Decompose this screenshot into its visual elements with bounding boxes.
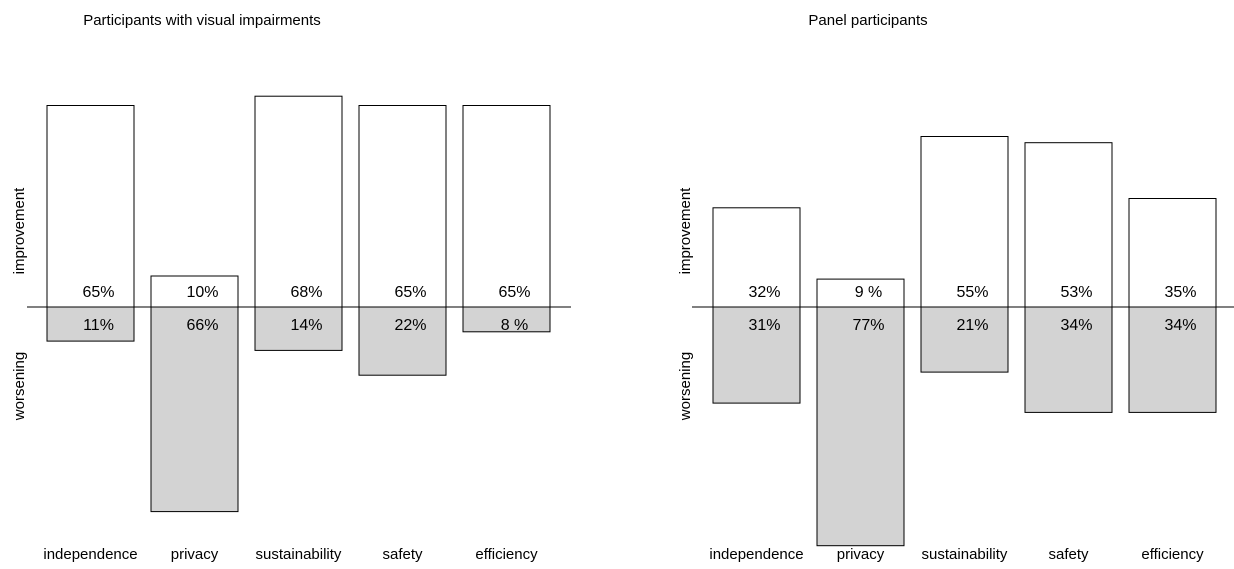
chart-title: Participants with visual impairments — [83, 12, 321, 29]
category-label-independence: independence — [709, 546, 803, 563]
bar-improvement-efficiency — [462, 105, 551, 308]
bar-improvement-sustainability — [920, 136, 1009, 308]
y-axis-label-improvement: improvement — [677, 187, 694, 275]
bar-improvement-safety — [1024, 142, 1113, 308]
data-label-worsening-independence: 11% — [83, 317, 114, 334]
bar-worsening-efficiency — [462, 306, 551, 333]
bar-improvement-sustainability — [254, 95, 343, 308]
data-label-improvement-privacy: 10% — [186, 284, 218, 301]
category-label-sustainability: sustainability — [256, 546, 342, 563]
bar-improvement-efficiency — [1128, 198, 1217, 308]
data-label-worsening-privacy: 66% — [186, 317, 218, 334]
y-axis-label-worsening: worsening — [11, 352, 28, 421]
data-label-improvement-privacy: 9 % — [855, 284, 883, 301]
data-label-worsening-independence: 31% — [748, 317, 780, 334]
bar-improvement-privacy — [150, 275, 239, 308]
data-label-worsening-efficiency: 34% — [1164, 317, 1196, 334]
category-label-privacy: privacy — [837, 546, 885, 563]
bar-worsening-efficiency — [1128, 306, 1217, 413]
data-label-worsening-privacy: 77% — [852, 317, 884, 334]
bar-worsening-safety — [358, 306, 447, 376]
bar-improvement-safety — [358, 105, 447, 308]
data-label-worsening-efficiency: 8 % — [501, 317, 529, 334]
data-label-improvement-independence: 32% — [748, 284, 780, 301]
bar-worsening-privacy — [150, 306, 239, 513]
bar-worsening-sustainability — [920, 306, 1009, 373]
category-label-safety: safety — [382, 546, 423, 563]
data-label-improvement-sustainability: 68% — [290, 284, 322, 301]
category-label-safety: safety — [1048, 546, 1089, 563]
category-label-privacy: privacy — [171, 546, 219, 563]
bar-improvement-privacy — [816, 278, 905, 308]
bar-improvement-independence — [712, 207, 801, 308]
data-label-improvement-safety: 65% — [394, 284, 426, 301]
category-label-independence: independence — [43, 546, 137, 563]
bar-worsening-independence — [712, 306, 801, 404]
data-label-improvement-efficiency: 35% — [1164, 284, 1196, 301]
data-label-worsening-sustainability: 21% — [956, 317, 988, 334]
data-label-worsening-safety: 34% — [1060, 317, 1092, 334]
chart-title: Panel participants — [808, 12, 927, 29]
bar-improvement-independence — [46, 105, 135, 308]
category-label-efficiency: efficiency — [475, 546, 538, 563]
data-label-improvement-safety: 53% — [1060, 284, 1092, 301]
chart-panel-visual-impairments: Participants with visual impairments impr… — [11, 12, 571, 563]
y-axis-label-worsening: worsening — [677, 352, 694, 421]
data-label-improvement-sustainability: 55% — [956, 284, 988, 301]
bar-worsening-independence — [46, 306, 135, 342]
data-label-worsening-sustainability: 14% — [290, 317, 322, 334]
chart-panel-panel-participants: Panel participants improvement worsening 32… — [677, 12, 1234, 563]
data-label-improvement-independence: 65% — [82, 284, 114, 301]
category-label-sustainability: sustainability — [922, 546, 1008, 563]
bar-worsening-safety — [1024, 306, 1113, 413]
data-label-worsening-safety: 22% — [394, 317, 426, 334]
data-label-improvement-efficiency: 65% — [498, 284, 530, 301]
y-axis-label-improvement: improvement — [11, 187, 28, 275]
category-label-efficiency: efficiency — [1141, 546, 1204, 563]
bar-worsening-privacy — [816, 306, 905, 547]
